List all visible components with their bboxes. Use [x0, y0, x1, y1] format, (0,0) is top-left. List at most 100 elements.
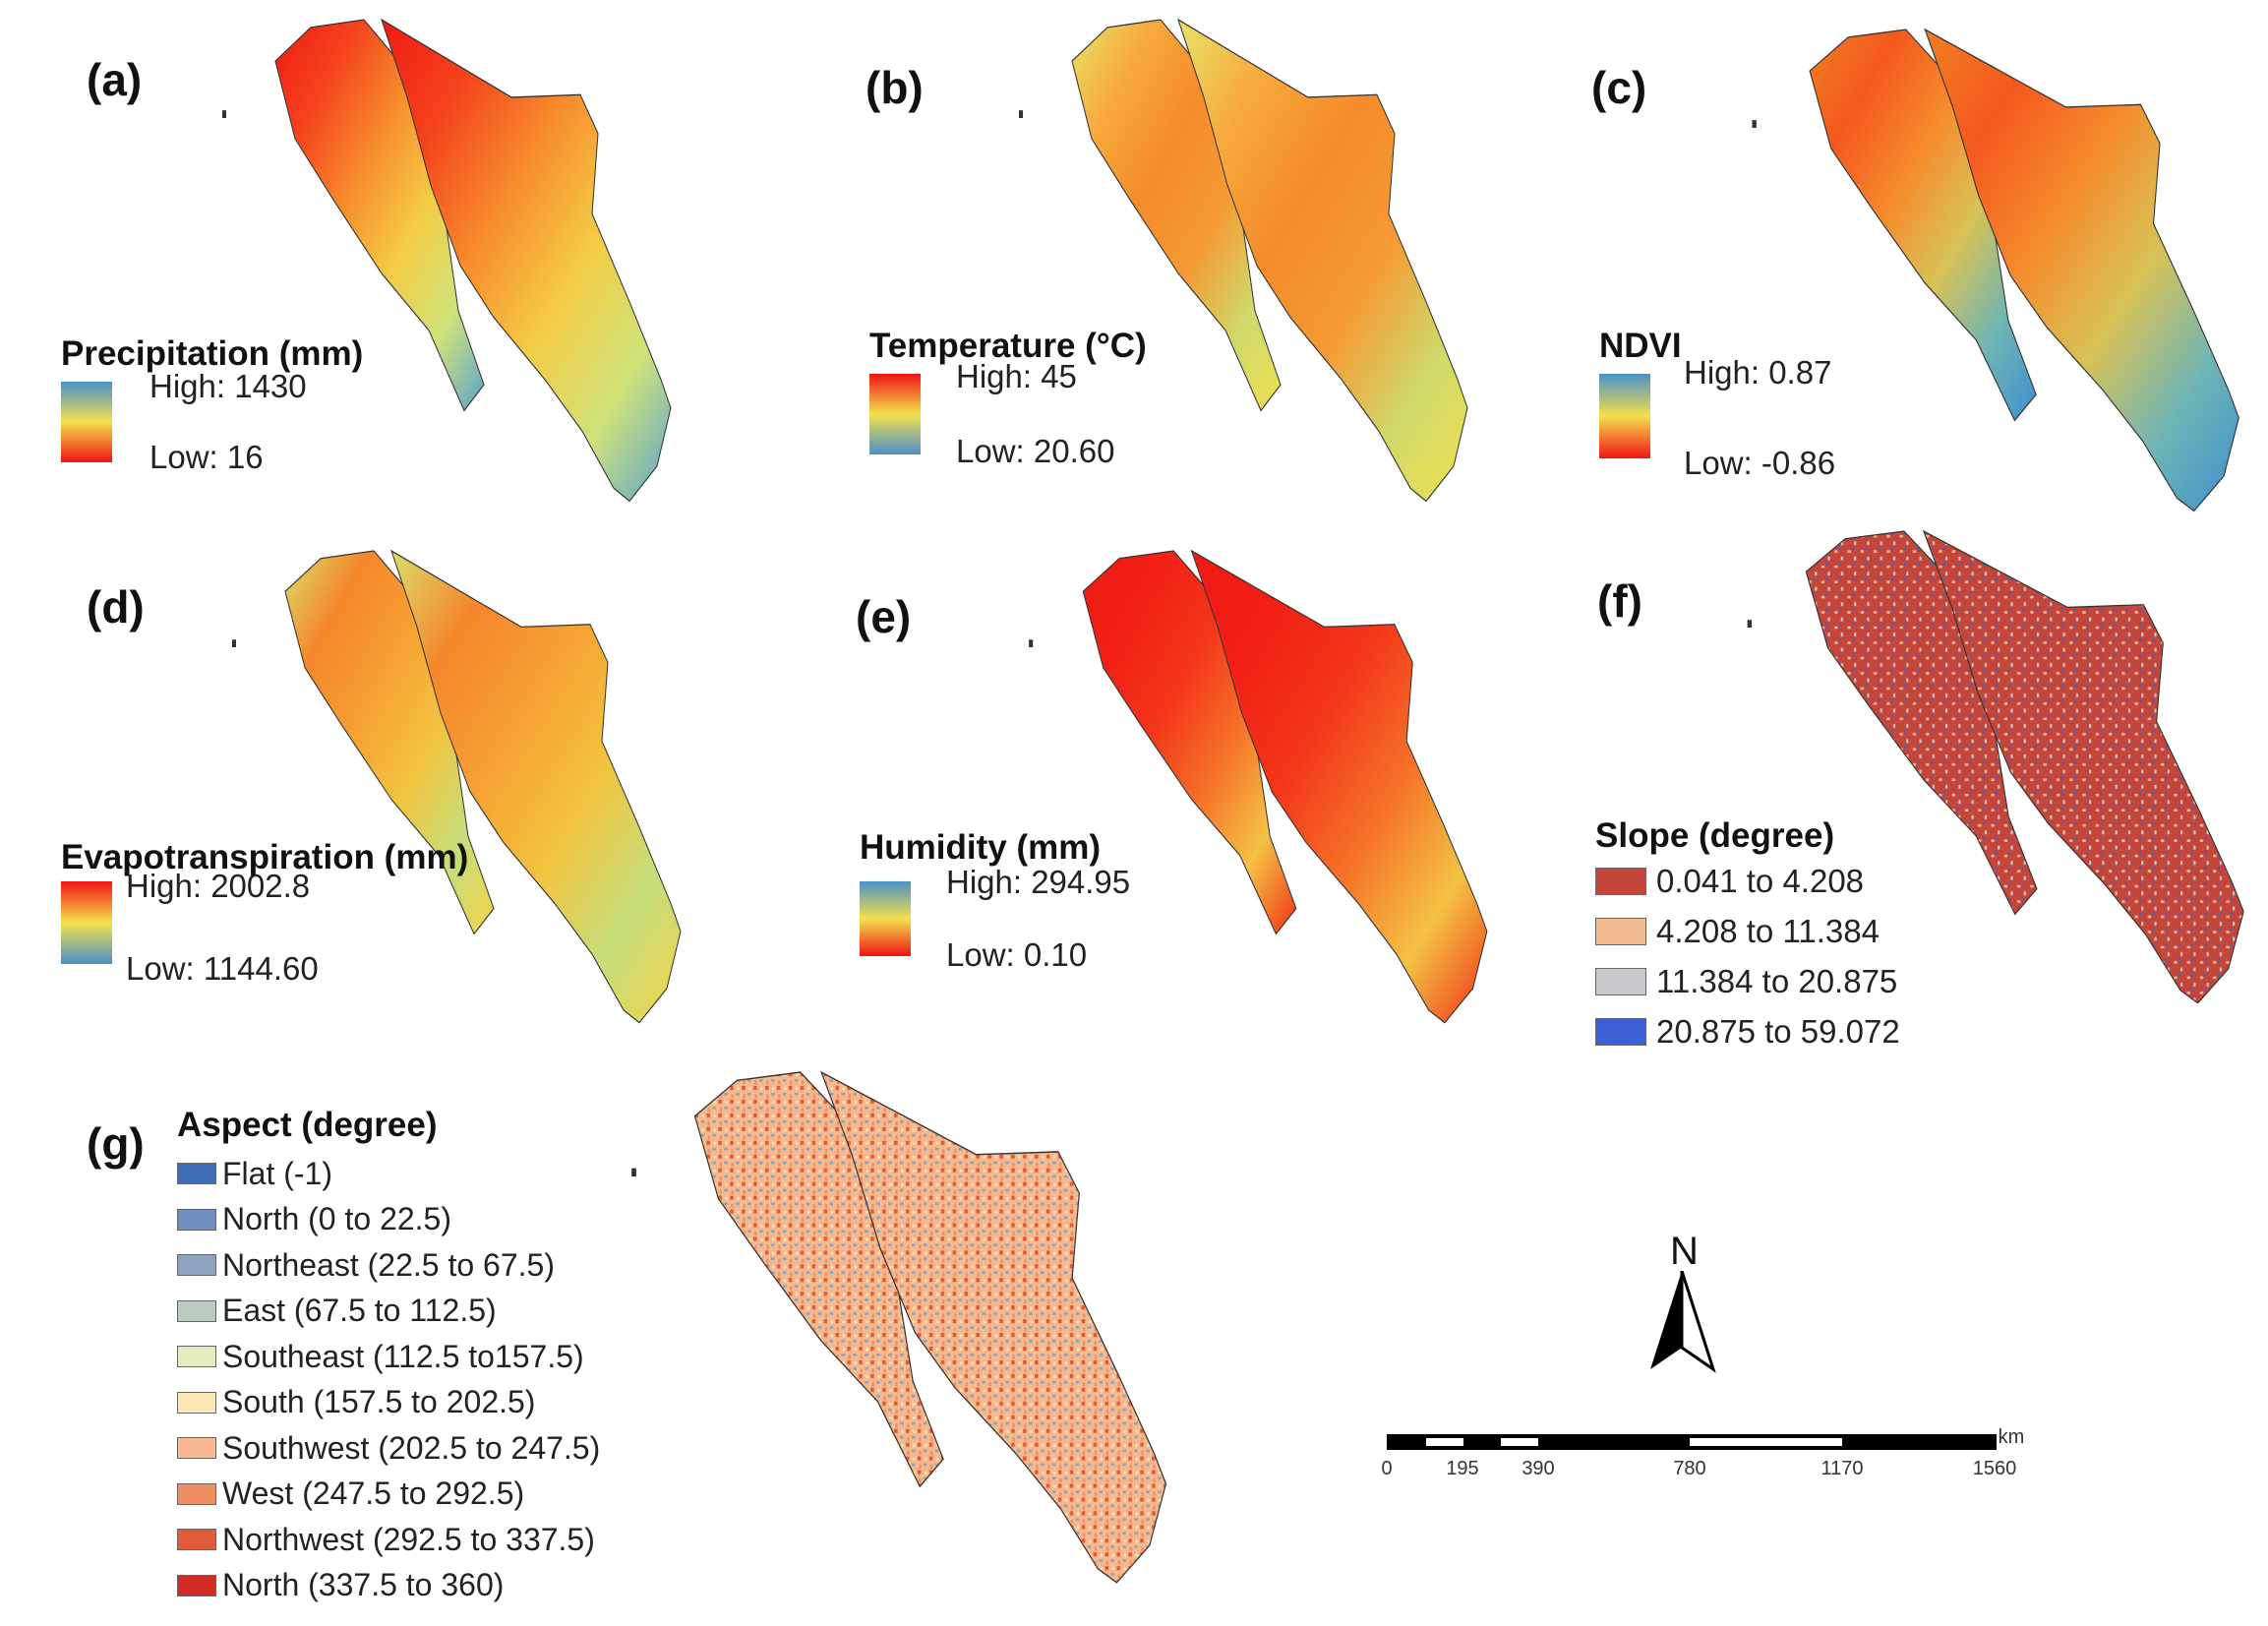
aspect-legend-item: Northeast (22.5 to 67.5): [177, 1246, 555, 1284]
legend-color-ramp: [860, 881, 911, 956]
ndvi-map: [1752, 29, 2239, 512]
island-marker: [222, 110, 226, 118]
legend-label: North (337.5 to 360): [222, 1567, 505, 1602]
island-marker: [1029, 639, 1034, 647]
legend-swatch: [1595, 1018, 1646, 1046]
legend-low-label: Low: 16: [149, 439, 264, 475]
scale-tick-label: 195: [1446, 1458, 1479, 1479]
panel-g: (g) Aspect (degree) Flat (-1) North (0 to…: [39, 1071, 1180, 1623]
island-marker: [1747, 620, 1753, 628]
legend-label: 4.208 to 11.384: [1656, 913, 1880, 949]
legend-swatch: [177, 1391, 216, 1414]
panel-label: (c): [1591, 62, 1647, 113]
evapotranspiration-map: [232, 550, 682, 1024]
legend-swatch: [1595, 868, 1646, 895]
legend-label: South (157.5 to 202.5): [222, 1384, 536, 1419]
panel-label: (g): [87, 1118, 145, 1170]
legend-high-label: High: 2002.8: [126, 868, 311, 904]
panel-label: (d): [87, 581, 145, 632]
legend-low-label: Low: 1144.60: [126, 950, 319, 987]
slope-legend-item: 0.041 to 4.208: [1595, 862, 1864, 901]
legend-swatch: [1595, 968, 1646, 995]
legend-swatch: [177, 1346, 216, 1367]
legend-label: East (67.5 to 112.5): [222, 1293, 497, 1328]
legend-low-label: Low: -0.86: [1684, 445, 1836, 481]
legend-swatch: [1595, 918, 1646, 945]
aspect-legend-item: West (247.5 to 292.5): [177, 1475, 524, 1513]
humidity-map: [1029, 550, 1488, 1024]
legend-high-label: High: 0.87: [1684, 354, 1832, 391]
aspect-legend-item: Northwest (292.5 to 337.5): [177, 1521, 595, 1558]
legend-high-label: High: 45: [956, 358, 1077, 394]
legend-label: West (247.5 to 292.5): [222, 1475, 525, 1511]
legend-color-ramp: [869, 374, 921, 454]
aspect-legend-item: South (157.5 to 202.5): [177, 1384, 535, 1421]
legend-label: 11.384 to 20.875: [1656, 963, 1898, 999]
legend-swatch: [177, 1299, 216, 1322]
panel-c: (c) NDVI High: 0.87 Low: -0.86: [1574, 20, 2262, 512]
legend-title: Evapotranspiration (mm): [61, 838, 469, 876]
scale-bar: km 0 195 390 780 1170 1560: [1377, 1426, 2026, 1485]
precipitation-map: [222, 19, 672, 503]
panel-d: (d) Evapotranspiration (mm) High: 2002.8…: [39, 550, 787, 1043]
island-marker: [232, 639, 236, 647]
north-arrow: N: [1642, 1230, 1721, 1377]
legend-label: Northeast (22.5 to 67.5): [222, 1246, 555, 1283]
legend-label: Southeast (112.5 to157.5): [222, 1338, 584, 1374]
panel-b: (b) Temperature (°C) High: 45 Low: 20.60: [846, 19, 1574, 512]
legend-title: Aspect (degree): [177, 1106, 438, 1144]
legend-label: 0.041 to 4.208: [1656, 863, 1865, 899]
scale-tick-label: 1560: [1972, 1458, 2017, 1479]
legend-low-label: Low: 0.10: [946, 936, 1088, 973]
island-marker: [1752, 120, 1757, 128]
scale-tick-label: 390: [1522, 1458, 1555, 1479]
slope-legend-item: 4.208 to 11.384: [1595, 912, 1880, 951]
panel-label: (a): [87, 54, 143, 105]
legend-title: Slope (degree): [1595, 816, 1835, 855]
panel-a: (a) Precipitation (mm) High: 1430 Low: 1…: [39, 19, 787, 512]
panel-e: (e) Humidity (mm) High: 294.95 Low: 0.10: [846, 550, 1574, 1043]
temperature-map: [1019, 19, 1468, 503]
legend-title: NDVI: [1599, 327, 1682, 365]
legend-title: Temperature (°C): [869, 327, 1147, 365]
legend-label: North (0 to 22.5): [222, 1201, 451, 1236]
legend-swatch: [177, 1529, 216, 1550]
scale-unit: km: [1998, 1426, 2025, 1448]
legend-label: Flat (-1): [222, 1155, 332, 1191]
aspect-legend-item: East (67.5 to 112.5): [177, 1293, 497, 1330]
aspect-legend-item: Southeast (112.5 to157.5): [177, 1338, 584, 1375]
panel-label: (e): [856, 591, 912, 642]
aspect-legend-item: North (337.5 to 360): [177, 1567, 504, 1604]
island-marker: [631, 1168, 636, 1176]
island-marker: [1019, 110, 1023, 118]
legend-swatch: [177, 1437, 216, 1459]
legend-high-label: High: 294.95: [946, 864, 1131, 900]
scale-tick-label: 1170: [1820, 1458, 1864, 1479]
legend-color-ramp: [1599, 374, 1650, 458]
aspect-legend-item: North (0 to 22.5): [177, 1201, 451, 1238]
aspect-legend-item: Flat (-1): [177, 1155, 332, 1192]
legend-title: Humidity (mm): [860, 828, 1101, 867]
legend-swatch: [177, 1482, 216, 1505]
aspect-legend-item: Southwest (202.5 to 247.5): [177, 1429, 600, 1467]
panel-label: (b): [865, 62, 924, 113]
scale-tick-label: 0: [1381, 1458, 1393, 1479]
aspect-map: [631, 1071, 1167, 1584]
legend-title: Precipitation (mm): [61, 334, 364, 373]
panel-f: (f) Slope (degree) 0.041 to 4.208 4.208 …: [1574, 530, 2262, 1053]
legend-high-label: High: 1430: [149, 368, 307, 404]
scale-bar-graphic: [1387, 1434, 1997, 1450]
panel-label: (f): [1597, 575, 1642, 627]
slope-legend-item: 20.875 to 59.072: [1595, 1012, 1900, 1052]
legend-label: Northwest (292.5 to 337.5): [222, 1521, 595, 1557]
slope-map: [1747, 530, 2244, 1004]
legend-color-ramp: [61, 881, 112, 964]
north-arrow-icon: [1650, 1271, 1716, 1373]
legend-low-label: Low: 20.60: [956, 433, 1115, 469]
legend-label: Southwest (202.5 to 247.5): [222, 1429, 601, 1466]
legend-swatch: [177, 1163, 216, 1184]
legend-color-ramp: [61, 382, 112, 462]
legend-swatch: [177, 1574, 216, 1596]
slope-legend-item: 11.384 to 20.875: [1595, 962, 1897, 1001]
legend-label: 20.875 to 59.072: [1656, 1013, 1900, 1050]
